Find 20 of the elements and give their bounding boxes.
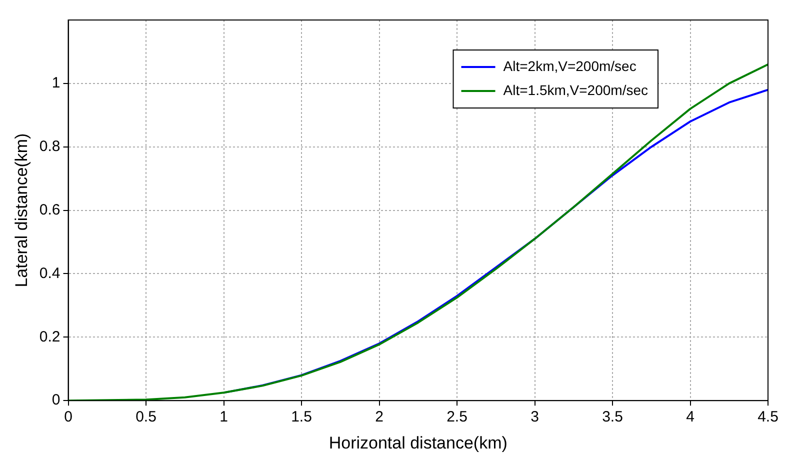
y-tick-label: 0.6 — [39, 201, 60, 218]
x-tick-label: 3.5 — [602, 408, 623, 426]
y-tick-label: 0.8 — [39, 138, 60, 156]
y-tick-label: 0.2 — [39, 328, 60, 346]
y-axis-title: Lateral distance(km) — [12, 133, 31, 288]
x-axis-title: Horizontal distance(km) — [328, 433, 508, 452]
x-tick-label: 1 — [220, 408, 228, 426]
x-tick-label: 0.5 — [136, 408, 156, 426]
x-tick-label: 2 — [375, 408, 384, 426]
x-tick-label: 1.5 — [291, 408, 312, 426]
x-tick-label: 4 — [686, 408, 694, 426]
legend-label: Alt=2km,V=200m/sec — [503, 58, 636, 74]
y-tick-label: 0.4 — [39, 264, 60, 282]
y-tick-label: 1 — [52, 74, 60, 92]
x-tick-label: 3 — [530, 408, 539, 426]
x-tick-label: 0 — [64, 408, 72, 426]
x-tick-label: 2.5 — [446, 408, 468, 426]
y-tick-label: 0 — [52, 392, 60, 409]
x-tick-label: 4.5 — [758, 408, 778, 426]
legend-label: Alt=1.5km,V=200m/sec — [503, 82, 648, 98]
